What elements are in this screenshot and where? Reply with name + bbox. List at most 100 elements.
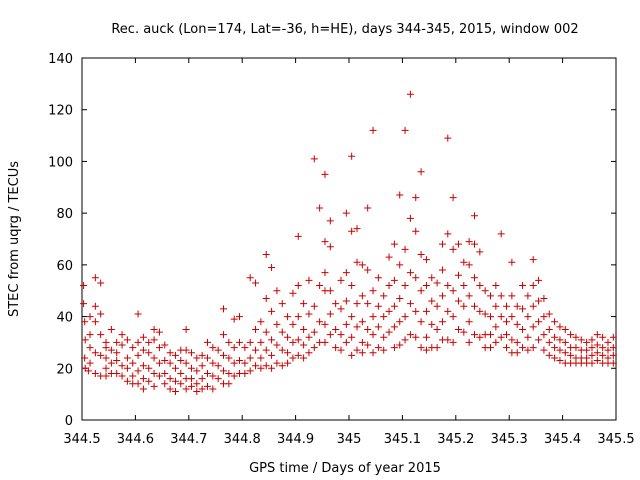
data-point [465,261,473,269]
data-point [481,287,489,295]
data-point [599,344,607,352]
data-point [193,388,201,396]
y-tick-label: 40 [56,311,73,326]
data-point [529,256,537,264]
data-point [374,344,382,352]
data-point [139,375,147,383]
data-point [203,369,211,377]
data-point [519,326,527,333]
data-point [487,292,495,300]
data-point [572,333,580,341]
data-point [129,372,137,380]
data-point [230,315,238,323]
data-point [380,292,388,300]
data-point [241,359,249,367]
data-point [342,269,350,277]
data-point [535,276,543,284]
data-point [369,287,377,295]
data-point [161,369,169,377]
data-point [289,289,297,297]
data-point [348,313,356,321]
data-point [305,276,313,284]
data-point [556,357,564,365]
data-point [91,318,99,326]
data-point [91,274,99,282]
data-point [171,377,179,385]
data-point [481,310,489,318]
data-point [193,380,201,388]
data-point [203,338,211,346]
data-point [529,344,537,352]
data-point [556,346,564,354]
data-point [91,302,99,310]
data-point [262,294,270,302]
data-point [187,382,195,390]
data-point [519,344,527,352]
data-point [380,346,388,354]
data-point [257,318,265,326]
data-point [86,344,94,352]
data-point [567,351,575,359]
data-point [358,292,366,300]
data-point [535,318,543,326]
data-point [508,292,516,300]
data-point [492,302,500,310]
data-point [155,328,163,336]
y-tick-label: 80 [56,207,73,222]
data-point [209,344,217,352]
data-point [139,346,147,354]
data-point [155,372,163,380]
data-point [236,357,244,365]
data-point [396,318,404,326]
data-point [476,248,484,256]
data-point [316,282,324,290]
data-point [508,336,516,344]
data-point [278,346,286,354]
data-point [284,313,292,321]
data-point [252,279,260,287]
data-point [220,305,228,313]
data-point [241,369,249,377]
data-point [454,271,462,279]
data-point [91,369,99,377]
data-point [529,282,537,290]
data-point [353,225,361,233]
data-point [316,318,324,326]
data-point [513,302,521,310]
data-point [460,302,468,310]
data-point [203,354,211,362]
data-point [401,336,409,344]
data-point [412,227,420,235]
data-point [385,253,393,261]
data-point [460,282,468,290]
data-point [278,300,286,308]
data-point [220,331,228,339]
data-point [326,287,334,295]
data-point [545,338,553,346]
data-point [492,282,500,290]
x-tick-label: 345.3 [491,432,528,447]
data-point [220,367,228,375]
data-point [187,375,195,383]
data-point [268,307,276,315]
data-point [524,333,532,341]
data-point [134,351,142,359]
data-point [316,204,324,212]
data-point [348,282,356,290]
data-point [198,385,206,393]
data-point [294,336,302,344]
data-point [284,359,292,367]
data-point [139,385,147,393]
data-point [321,320,329,328]
data-point [305,349,313,357]
x-tick-label: 345.2 [437,432,474,447]
data-point [487,331,495,339]
data-point [118,331,126,339]
data-point [193,354,201,362]
data-point [364,326,372,333]
data-point [166,349,174,357]
data-point [209,372,217,380]
data-point [470,302,478,310]
data-point [310,328,318,336]
data-point [369,331,377,339]
